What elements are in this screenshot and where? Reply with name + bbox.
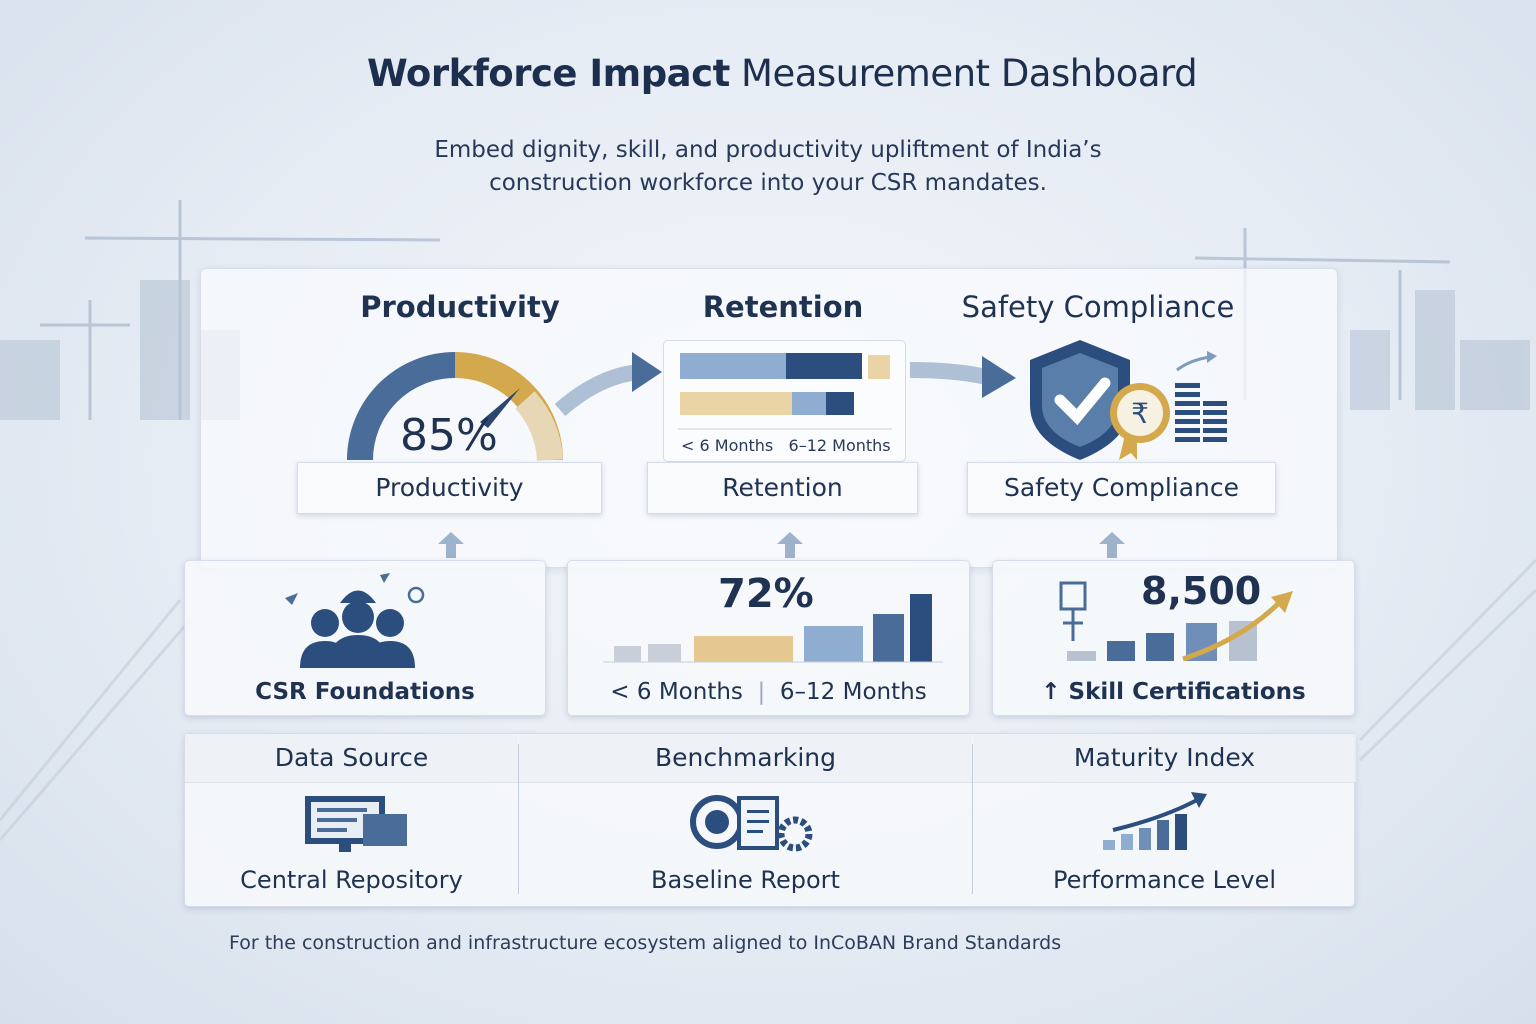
productivity-label: Productivity [297, 462, 602, 514]
bar [826, 392, 854, 415]
retention-bars [678, 353, 892, 430]
skill-certifications-card: 8,500 ↑ Skill Certifications [992, 560, 1355, 716]
workers-group-icon [285, 573, 425, 668]
certificate-icon [1059, 581, 1087, 611]
benchmarking-heading: Benchmarking [519, 734, 972, 783]
data-source-caption: Central Repository [240, 866, 463, 894]
bar [680, 392, 792, 415]
page-title: Workforce Impact Measurement Dashboard [366, 52, 1198, 95]
benchmarking-caption: Baseline Report [651, 866, 840, 894]
retention-label: Retention [647, 462, 918, 514]
legend-6-12-months: 6–12 Months [788, 436, 891, 455]
skill-growth-chart [1059, 581, 1293, 662]
footer-text: For the construction and infrastructure … [229, 932, 1062, 954]
csr-foundations-card: CSR Foundations [184, 560, 546, 716]
bar [873, 614, 904, 662]
bar [680, 353, 786, 379]
skill-certifications-value: 8,500 [1141, 569, 1262, 613]
svg-text:₹: ₹ [1131, 397, 1149, 430]
repository-monitor-icon [305, 796, 407, 852]
retention-card: 72% < 6 Months | 6–12 Months [567, 560, 970, 716]
baseline-report-icon [690, 795, 813, 852]
bar [786, 353, 862, 379]
maturity-index-caption: Performance Level [1052, 866, 1277, 894]
safety-shield-icon: ₹ [1030, 340, 1227, 460]
trend-arrow-icon [1271, 591, 1293, 613]
bar [910, 594, 932, 662]
legend-under-6-months: < 6 Months [681, 436, 774, 455]
subtitle: Embed dignity, skill, and productivity u… [0, 134, 1536, 200]
bottom-panel: Data Source Central Repository Benchmark… [184, 733, 1356, 907]
data-source-heading: Data Source [185, 734, 518, 783]
bar [868, 355, 890, 379]
bar [648, 644, 681, 662]
gauge-needle [480, 388, 520, 428]
productivity-heading: Productivity [360, 290, 560, 324]
performance-growth-icon [1103, 792, 1207, 850]
bar [792, 392, 826, 415]
bar [1067, 651, 1096, 661]
gear-icon [777, 816, 813, 852]
arrow-up-icon [438, 532, 464, 558]
trend-arrow-icon [1191, 792, 1207, 808]
retention-rate-value: 72% [718, 571, 814, 617]
bar [614, 646, 641, 662]
arrow-up-icon [1099, 532, 1125, 558]
maturity-index-section: Maturity Index Performance Level [973, 734, 1356, 906]
productivity-gauge [347, 352, 563, 462]
arrow-right-icon [632, 352, 662, 392]
subtitle-line-1: Embed dignity, skill, and productivity u… [434, 137, 1102, 163]
data-source-section: Data Source Central Repository [185, 734, 518, 906]
caption-under-6-months: < 6 Months [610, 679, 743, 705]
maturity-index-heading: Maturity Index [973, 734, 1356, 783]
stacked-coins-icon [1175, 383, 1227, 442]
bar [804, 626, 863, 662]
csr-foundations-caption: CSR Foundations [255, 679, 475, 705]
divider [972, 744, 973, 894]
arrow-up-icon [777, 532, 803, 558]
retention-bar-chart [603, 594, 943, 663]
retention-heading: Retention [702, 290, 864, 324]
rupee-medal-icon: ₹ [1110, 383, 1170, 460]
retention-card-caption: < 6 Months | 6–12 Months [610, 679, 927, 705]
caption-6-12-months: 6–12 Months [779, 679, 927, 705]
arrow-right-icon [982, 356, 1016, 398]
divider [518, 744, 519, 894]
subtitle-line-2: construction workforce into your CSR man… [489, 170, 1047, 196]
benchmarking-section: Benchmarking Baseline Report [519, 734, 972, 906]
bar [1146, 633, 1174, 661]
safety-label: Safety Compliance [967, 462, 1276, 514]
safety-heading: Safety Compliance [961, 290, 1235, 324]
skill-certifications-caption: ↑ Skill Certifications [1041, 679, 1306, 705]
bar [694, 636, 793, 662]
productivity-value: 85% [400, 410, 498, 461]
retention-chart: < 6 Months 6–12 Months [663, 340, 906, 462]
bar [1107, 641, 1135, 661]
flow-arrows [554, 352, 1016, 417]
